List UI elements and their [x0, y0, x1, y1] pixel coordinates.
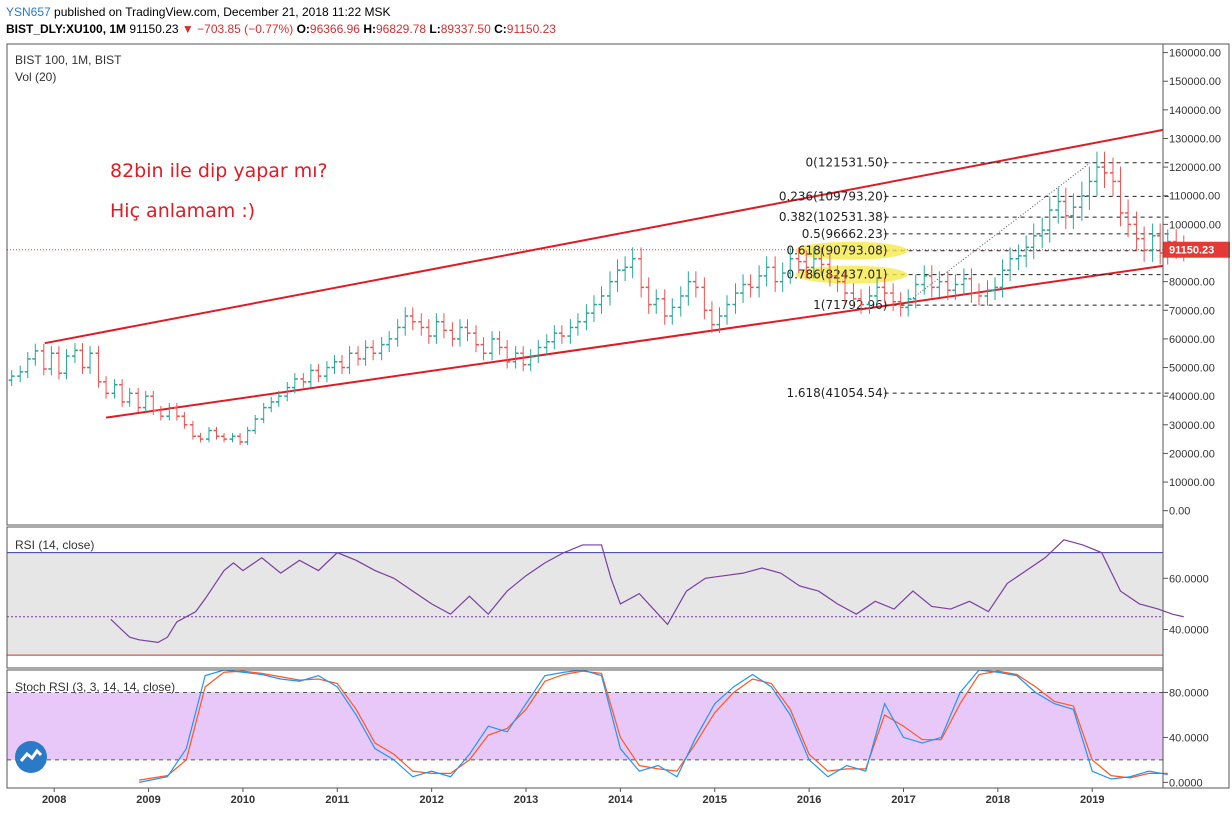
fib-label: 0.382(102531.38): [779, 210, 888, 224]
open-label: O:: [296, 22, 310, 36]
high-value: 96829.78: [375, 22, 427, 36]
y-tick-label: 130000.00: [1169, 133, 1221, 145]
x-tick-label: 2008: [42, 794, 66, 806]
open-value: 96366.96: [309, 22, 360, 36]
rsi-band: [7, 552, 1163, 656]
fib-label: 1.618(41054.54): [786, 386, 887, 400]
y-tick-label: 160000.00: [1169, 48, 1221, 60]
rsi-pane: 40.0000 60.0000: [7, 539, 1209, 656]
x-tick-label: 2013: [514, 794, 538, 806]
x-tick-label: 2018: [986, 794, 1010, 806]
symbol-label: BIST_DLY:XU100, 1M: [6, 22, 127, 36]
x-tick-label: 2014: [608, 794, 633, 806]
y-tick-label: 10000.00: [1169, 477, 1215, 489]
published-text: published on TradingView.com, December 2…: [54, 5, 391, 19]
y-tick-label: 0.00: [1169, 506, 1190, 518]
stoch-d-line: [139, 670, 1168, 781]
ohlc-line: BIST_DLY:XU100, 1M 91150.23 ▼ −703.85 (−…: [6, 22, 556, 36]
y-tick-label: 100000.00: [1169, 219, 1221, 231]
y-tick-label: 50000.00: [1169, 363, 1215, 375]
close-value: 91150.23: [506, 22, 556, 36]
x-tick-label: 2019: [1080, 794, 1104, 806]
change-value: −703.85 (−0.77%): [197, 22, 294, 36]
stoch-k-line: [138, 669, 1168, 783]
annotation-comment: Hiç anlamam :): [110, 200, 256, 222]
y-tick-label: 30000.00: [1169, 420, 1215, 432]
x-tick-label: 2011: [325, 794, 349, 806]
fib-trend-line: [903, 162, 1091, 306]
x-tick-label: 2010: [231, 794, 255, 806]
price-pane: 0.00 10000.00 20000.00 30000.00 40000.00 5000…: [7, 48, 1230, 518]
annotation-question: 82bin ile dip yapar mı?: [110, 160, 328, 182]
rsi-tick-label: 40.0000: [1169, 625, 1209, 637]
low-value: 89337.50: [440, 22, 491, 36]
y-tick-label: 150000.00: [1169, 76, 1221, 88]
down-arrow-icon: ▼: [181, 22, 194, 36]
y-tick-label: 60000.00: [1169, 334, 1215, 346]
y-tick-label: 80000.00: [1169, 277, 1215, 289]
price-tag-label: 91150.23: [1169, 245, 1214, 257]
close-label: C:: [494, 22, 507, 36]
fib-highlight: [795, 241, 908, 260]
fib-label: 1(71792.96): [813, 298, 887, 312]
x-tick-label: 2016: [797, 794, 821, 806]
y-tick-label: 110000.00: [1169, 191, 1220, 203]
rsi-title: RSI (14, close): [15, 538, 95, 552]
x-tick-label: 2017: [891, 794, 915, 806]
y-tick-label: 20000.00: [1169, 448, 1215, 460]
low-label: L:: [429, 22, 441, 36]
pane-border: [6, 43, 1164, 526]
channel-lower-line: [105, 264, 1164, 419]
stoch-title: Stoch RSI (3, 3, 14, 14, close): [15, 680, 176, 694]
x-tick-label: 2015: [703, 794, 727, 806]
tradingview-logo-icon[interactable]: [15, 741, 47, 773]
price-tag: [1163, 241, 1230, 258]
fib-label: 0.5(96662.23): [802, 227, 888, 241]
price-axis-border: [1162, 43, 1230, 789]
y-tick-label: 70000.00: [1169, 305, 1215, 317]
publish-line: YSN657 published on TradingView.com, Dec…: [6, 5, 390, 19]
y-tick-label: 140000.00: [1169, 105, 1221, 117]
fib-label: 0.618(90793.08): [786, 244, 887, 258]
main-pane-title: BIST 100, 1M, BIST: [15, 53, 122, 67]
high-label: H:: [363, 22, 376, 36]
stoch-pane: 0.0000 40.0000 80.0000: [7, 669, 1209, 789]
fib-label: 0.236(109793.20): [779, 189, 888, 203]
stoch-tick-label: 40.0000: [1169, 732, 1209, 744]
y-tick-label: 120000.00: [1169, 162, 1221, 174]
rsi-line: [110, 539, 1184, 643]
stoch-band: [7, 692, 1163, 760]
x-tick-label: 2009: [136, 794, 160, 806]
y-tick-label: 40000.00: [1169, 391, 1215, 403]
stoch-tick-label: 80.0000: [1169, 687, 1209, 699]
rsi-tick-label: 60.0000: [1169, 573, 1209, 585]
last-price: 91150.23: [129, 22, 179, 36]
fib-highlight: [795, 265, 908, 284]
pane-frames: 2008 2009 2010 2011 2012 2013 2014 2015 2016 2017…: [6, 43, 1230, 806]
author-link[interactable]: YSN657: [6, 5, 51, 19]
fib-label: 0(121531.50): [806, 156, 888, 170]
volume-label: Vol (20): [15, 70, 57, 84]
channel-upper-line: [44, 128, 1164, 345]
x-tick-label: 2012: [419, 794, 443, 806]
stoch-tick-label: 0.0000: [1169, 777, 1203, 789]
